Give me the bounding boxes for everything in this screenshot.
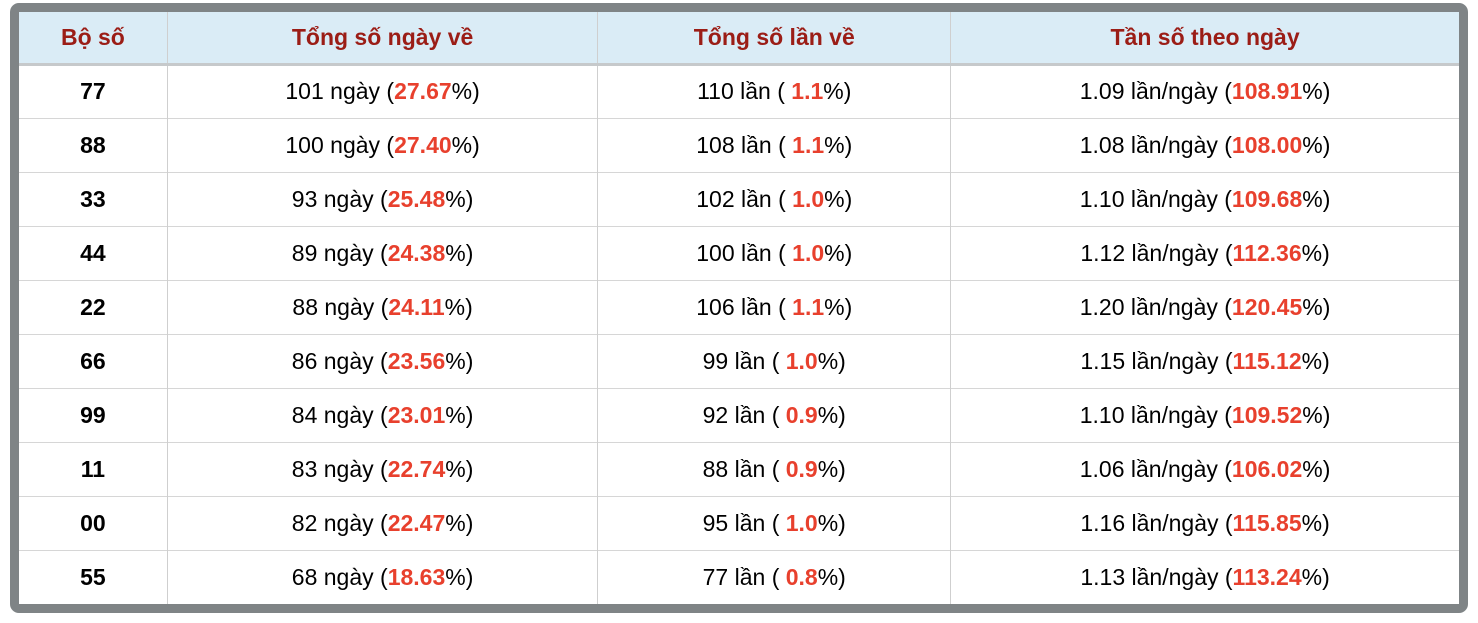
cell-pair: 44 (19, 225, 168, 280)
cell-freq: 1.06 lần/ngày (106.02%) (950, 441, 1459, 496)
cell-days: 88 ngày (24.11%) (166, 279, 598, 334)
cell-days: 89 ngày (24.38%) (166, 225, 598, 280)
percent-value: 106.02 (1231, 455, 1303, 482)
percent-value: 1.1 (792, 293, 825, 320)
table-row: 88 100 ngày (27.40%) 108 lần ( 1.1%) 1.08 l… (19, 117, 1459, 172)
table-row: 11 83 ngày (22.74%) 88 lần ( 0.9%) 1.06 lần… (19, 441, 1459, 496)
cell-days: 68 ngày (18.63%) (166, 549, 598, 604)
col-header-times: Tổng số lần về (597, 12, 951, 66)
cell-pair: 88 (19, 117, 168, 172)
percent-value: 22.74 (387, 455, 446, 482)
table-row: 00 82 ngày (22.47%) 95 lần ( 1.0%) 1.16 lần… (19, 495, 1459, 550)
table-row: 55 68 ngày (18.63%) 77 lần ( 0.8%) 1.13 lần… (19, 549, 1459, 604)
percent-value: 1.0 (792, 239, 825, 266)
lottery-stats-table: Bộ số Tổng số ngày về Tổng số lần về Tần… (19, 12, 1459, 604)
cell-days: 101 ngày (27.67%) (166, 64, 598, 118)
cell-freq: 1.10 lần/ngày (109.52%) (950, 387, 1459, 442)
percent-value: 23.01 (387, 401, 446, 428)
table-row: 77 101 ngày (27.67%) 110 lần ( 1.1%) 1.09 l… (19, 64, 1459, 118)
percent-value: 109.68 (1231, 185, 1303, 212)
table-header: Bộ số Tổng số ngày về Tổng số lần về Tần… (19, 12, 1459, 66)
cell-freq: 1.16 lần/ngày (115.85%) (950, 495, 1459, 550)
header-row: Bộ số Tổng số ngày về Tổng số lần về Tần… (19, 12, 1459, 66)
percent-value: 24.38 (387, 239, 446, 266)
percent-value: 0.9 (785, 401, 818, 428)
percent-value: 0.9 (785, 455, 818, 482)
table-row: 66 86 ngày (23.56%) 99 lần ( 1.0%) 1.15 lần… (19, 333, 1459, 388)
percent-value: 27.40 (394, 131, 452, 158)
cell-times: 108 lần ( 1.1%) (597, 117, 951, 172)
cell-freq: 1.08 lần/ngày (108.00%) (950, 117, 1459, 172)
cell-pair: 99 (19, 387, 168, 442)
cell-times: 100 lần ( 1.0%) (597, 225, 951, 280)
lottery-stats-frame: Bộ số Tổng số ngày về Tổng số lần về Tần… (10, 3, 1468, 613)
cell-freq: 1.10 lần/ngày (109.68%) (950, 171, 1459, 226)
cell-times: 92 lần ( 0.9%) (597, 387, 951, 442)
cell-days: 86 ngày (23.56%) (166, 333, 598, 388)
cell-pair: 33 (19, 171, 168, 226)
table-row: 44 89 ngày (24.38%) 100 lần ( 1.0%) 1.12 lầ… (19, 225, 1459, 280)
percent-value: 112.36 (1232, 239, 1302, 266)
percent-value: 24.11 (388, 293, 445, 320)
cell-days: 100 ngày (27.40%) (166, 117, 598, 172)
percent-value: 1.1 (792, 131, 825, 158)
col-header-pair: Bộ số (19, 12, 168, 66)
table-row: 22 88 ngày (24.11%) 106 lần ( 1.1%) 1.20 lầ… (19, 279, 1459, 334)
cell-times: 77 lần ( 0.8%) (597, 549, 951, 604)
percent-value: 18.63 (387, 563, 446, 590)
cell-times: 106 lần ( 1.1%) (597, 279, 951, 334)
cell-days: 93 ngày (25.48%) (166, 171, 598, 226)
col-header-days: Tổng số ngày về (166, 12, 598, 66)
col-header-freq: Tần số theo ngày (950, 12, 1459, 66)
percent-value: 113.24 (1232, 563, 1302, 590)
percent-value: 1.0 (792, 185, 825, 212)
cell-times: 102 lần ( 1.0%) (597, 171, 951, 226)
percent-value: 22.47 (387, 509, 446, 536)
cell-days: 82 ngày (22.47%) (166, 495, 598, 550)
cell-freq: 1.15 lần/ngày (115.12%) (950, 333, 1459, 388)
cell-freq: 1.09 lần/ngày (108.91%) (950, 64, 1459, 118)
percent-value: 1.0 (785, 347, 818, 374)
percent-value: 23.56 (387, 347, 446, 374)
percent-value: 115.12 (1232, 347, 1302, 374)
cell-pair: 77 (80, 78, 106, 104)
percent-value: 25.48 (387, 185, 446, 212)
percent-value: 109.52 (1231, 401, 1303, 428)
table-row: 99 84 ngày (23.01%) 92 lần ( 0.9%) 1.10 lần… (19, 387, 1459, 442)
cell-freq: 1.13 lần/ngày (113.24%) (950, 549, 1459, 604)
cell-times: 99 lần ( 1.0%) (597, 333, 951, 388)
percent-value: 120.45 (1231, 293, 1303, 320)
percent-value: 0.8 (785, 563, 818, 590)
percent-value: 1.1 (791, 78, 824, 104)
percent-value: 108.91 (1231, 78, 1303, 104)
percent-value: 1.0 (785, 509, 818, 536)
cell-pair: 11 (19, 441, 168, 496)
cell-freq: 1.20 lần/ngày (120.45%) (950, 279, 1459, 334)
percent-value: 108.00 (1231, 131, 1303, 158)
table-body: 77 101 ngày (27.67%) 110 lần ( 1.1%) 1.09 l… (19, 64, 1459, 604)
percent-value: 27.67 (394, 78, 452, 104)
cell-days: 84 ngày (23.01%) (166, 387, 598, 442)
cell-times: 110 lần ( 1.1%) (597, 64, 951, 118)
cell-pair: 55 (19, 549, 168, 604)
percent-value: 115.85 (1232, 509, 1302, 536)
cell-pair: 66 (19, 333, 168, 388)
cell-pair: 00 (19, 495, 168, 550)
table-row: 33 93 ngày (25.48%) 102 lần ( 1.0%) 1.10 lầ… (19, 171, 1459, 226)
cell-days: 83 ngày (22.74%) (166, 441, 598, 496)
cell-times: 88 lần ( 0.9%) (597, 441, 951, 496)
cell-pair: 22 (19, 279, 168, 334)
cell-freq: 1.12 lần/ngày (112.36%) (950, 225, 1459, 280)
cell-times: 95 lần ( 1.0%) (597, 495, 951, 550)
